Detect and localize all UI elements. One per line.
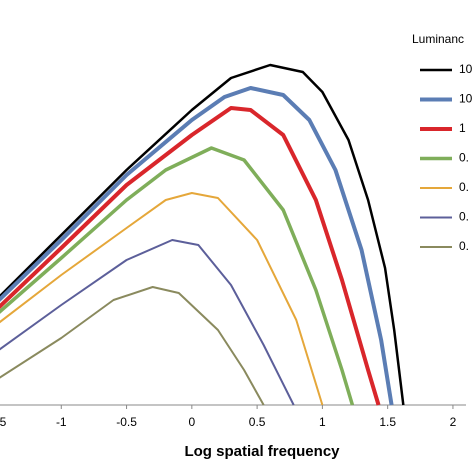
legend-label: 0. [459, 180, 469, 194]
line [0, 86, 394, 406]
x-tick-label: -1 [56, 415, 67, 429]
x-tick-label: 1.5 [379, 415, 396, 429]
line [0, 286, 265, 406]
legend-label: 0. [459, 210, 469, 224]
line [0, 192, 324, 406]
line [0, 239, 295, 406]
legend-label: 10 [459, 62, 473, 76]
line [0, 146, 355, 406]
legend-label: 0. [459, 151, 469, 165]
x-tick-label: 0 [188, 415, 195, 429]
x-tick-label: 2 [450, 415, 457, 429]
line [0, 63, 405, 406]
x-tick-label: -0.5 [116, 415, 137, 429]
x-axis-label: Log spatial frequency [184, 443, 340, 460]
x-tick-label: -1.5 [0, 415, 7, 429]
x-tick-label: 0.5 [249, 415, 266, 429]
legend-title: Luminanc [412, 32, 464, 46]
line [0, 106, 381, 406]
legend-label: 10 [459, 92, 473, 106]
x-tick-label: 1 [319, 415, 326, 429]
legend-label: 0. [459, 239, 469, 253]
legend-label: 1 [459, 121, 466, 135]
